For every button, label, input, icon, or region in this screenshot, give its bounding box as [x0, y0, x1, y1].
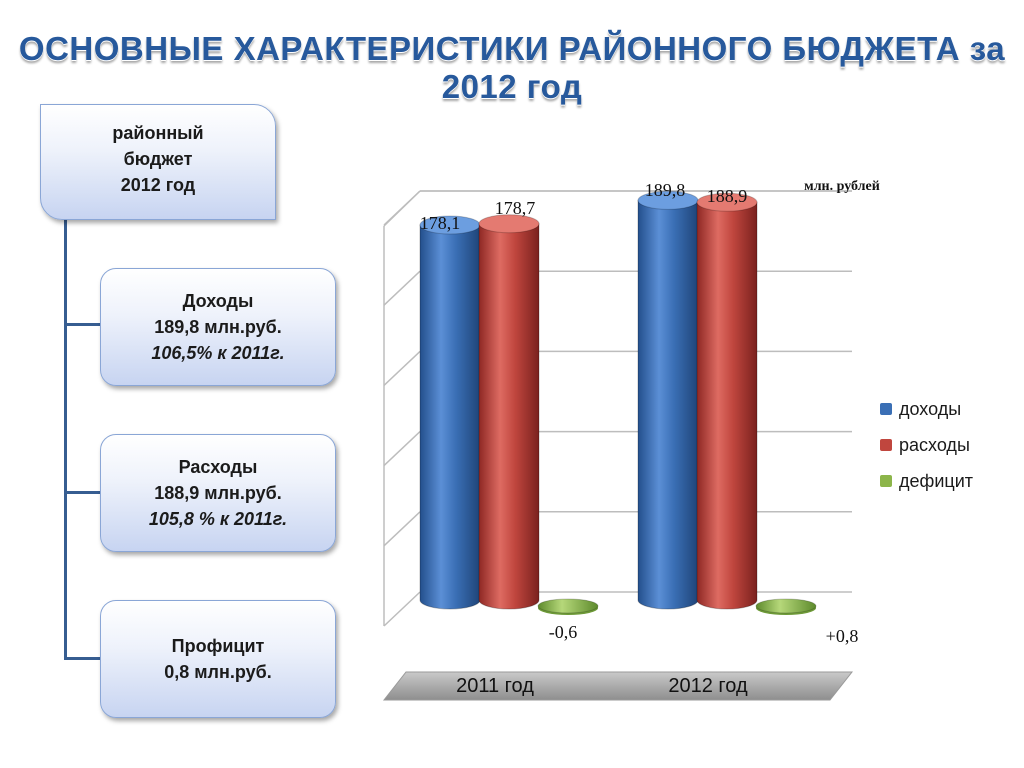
data-label-дефицит-0: -0,6	[549, 622, 578, 642]
gridline-depth	[383, 270, 421, 306]
expense-growth: 105,8 % к 2011г.	[148, 509, 288, 529]
bar-доходы-0	[419, 215, 481, 610]
gridline-depth	[383, 350, 421, 386]
district-budget-line1: районный	[112, 123, 204, 143]
surplus-box: Профицит 0,8 млн.руб.	[100, 600, 336, 718]
legend-label-income: доходы	[899, 398, 962, 419]
connector-expense	[64, 491, 100, 494]
gridline-depth	[383, 511, 421, 547]
income-growth: 106,5% к 2011г.	[151, 343, 285, 363]
bar-дефицит-1	[755, 598, 817, 614]
bar-body	[637, 199, 699, 610]
gridline-depth	[383, 190, 421, 226]
data-label-дефицит-1: +0,8	[826, 626, 859, 646]
connector-surplus	[64, 657, 100, 660]
legend-label-expense: расходы	[899, 434, 970, 455]
gridline-depth	[383, 431, 421, 467]
category-label-1: 2012 год	[668, 675, 748, 697]
income-box: Доходы 189,8 млн.руб. 106,5% к 2011г.	[100, 268, 336, 386]
bar-расходы-0	[478, 214, 540, 610]
bar-top	[696, 192, 758, 212]
data-label-доходы-0: 178,1	[420, 213, 461, 233]
surplus-amount: 0,8 млн.руб.	[164, 662, 272, 682]
expense-label: Расходы	[178, 457, 258, 477]
legend-swatch-income	[880, 403, 892, 415]
income-label: Доходы	[182, 291, 254, 311]
surplus-label: Профицит	[171, 636, 265, 656]
tree-trunk-connector	[64, 220, 67, 660]
bar-body	[696, 201, 758, 610]
bar-расходы-1	[696, 192, 758, 610]
bar-top	[478, 214, 540, 234]
gridline-depth	[383, 591, 421, 627]
bar-body	[419, 224, 481, 610]
chart-floor	[382, 671, 854, 701]
data-label-расходы-1: 188,9	[707, 186, 748, 206]
data-label-доходы-1: 189,8	[645, 180, 686, 200]
legend-item-expense: расходы	[880, 434, 970, 456]
legend-swatch-deficit	[880, 475, 892, 487]
category-label-0: 2011 год	[456, 675, 534, 697]
connector-income	[64, 323, 100, 326]
legend-swatch-expense	[880, 439, 892, 451]
income-amount: 189,8 млн.руб.	[154, 317, 282, 337]
legend-label-deficit: дефицит	[899, 470, 973, 491]
bar-доходы-1	[637, 190, 699, 610]
expense-box: Расходы 188,9 млн.руб. 105,8 % к 2011г.	[100, 434, 336, 552]
district-budget-box: районный бюджет 2012 год	[40, 104, 276, 220]
legend-item-income: доходы	[880, 398, 961, 420]
unit-label: млн. рублей	[804, 179, 880, 194]
district-budget-line2: бюджет	[123, 149, 193, 169]
page-title: ОСНОВНЫЕ ХАРАКТЕРИСТИКИ РАЙОННОГО БЮДЖЕТ…	[18, 30, 1006, 105]
district-budget-line3: 2012 год	[120, 175, 196, 195]
bar-body	[478, 223, 540, 610]
bar-дефицит-0	[537, 598, 599, 614]
data-label-расходы-0: 178,7	[495, 198, 536, 218]
legend-item-deficit: дефицит	[880, 470, 973, 492]
expense-amount: 188,9 млн.руб.	[154, 483, 282, 503]
